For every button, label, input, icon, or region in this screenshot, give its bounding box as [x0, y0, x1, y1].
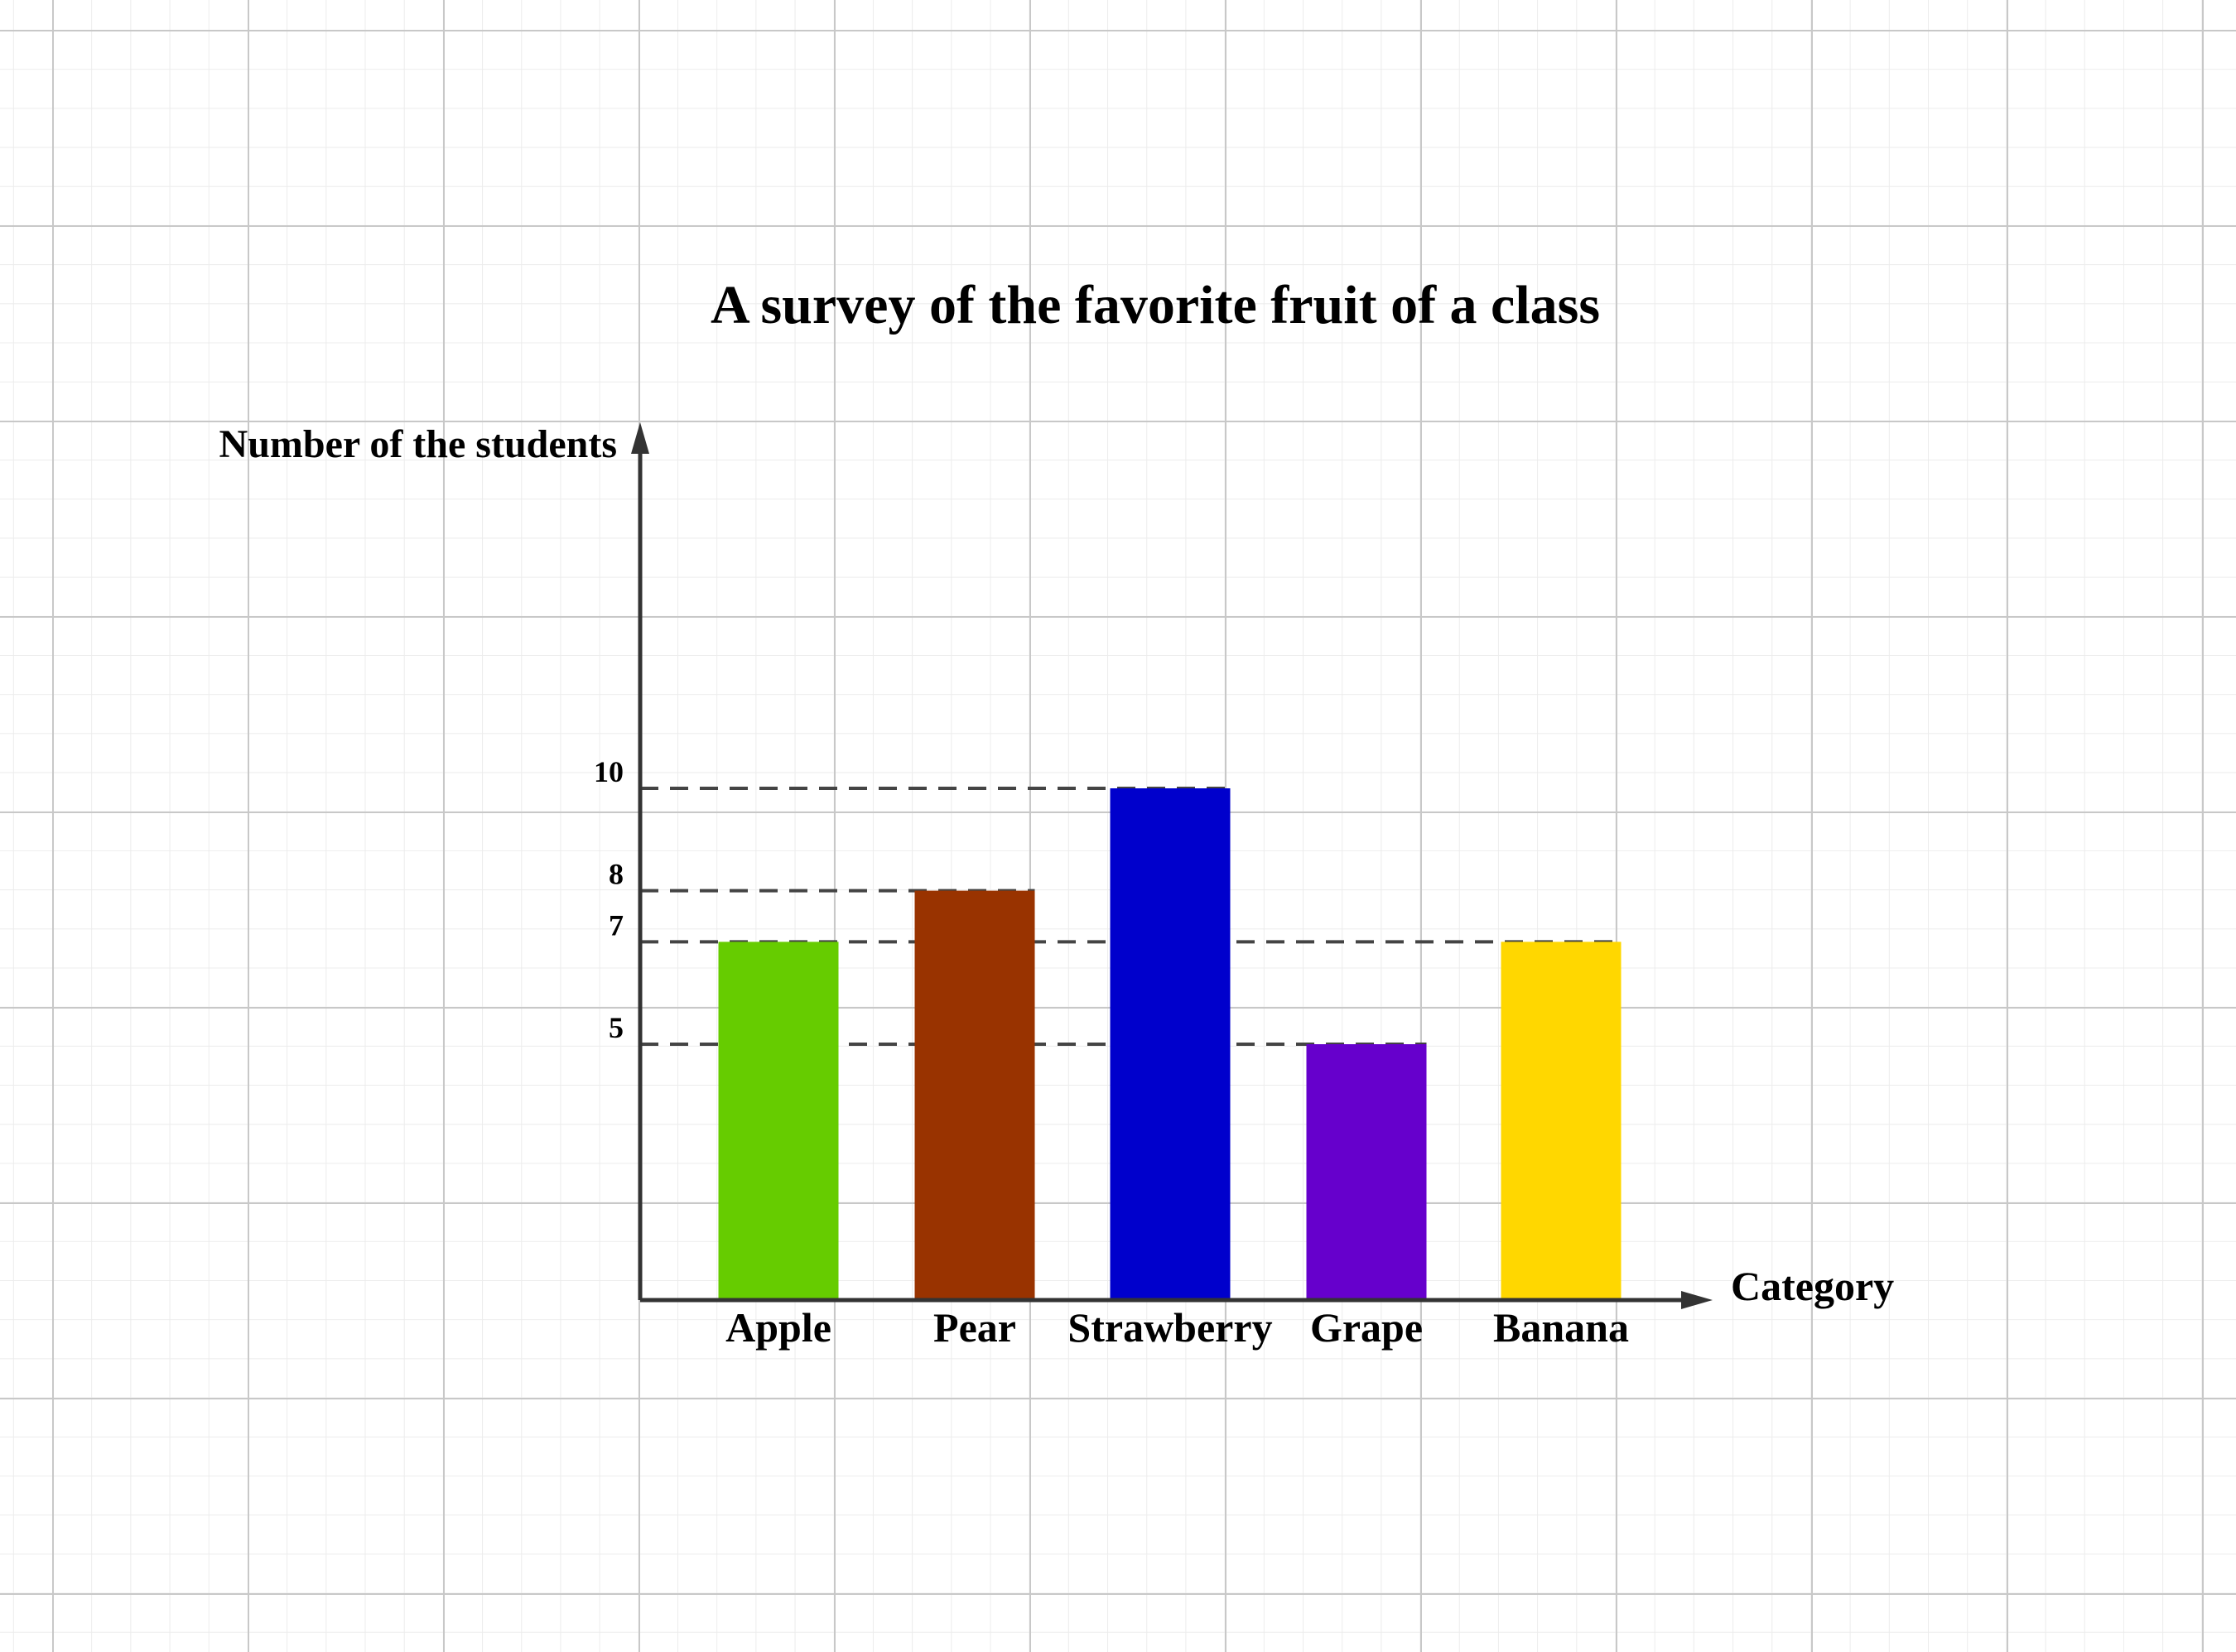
x-tick-labels: Apple Pear Strawberry Grape Banana — [725, 1304, 1629, 1351]
bar-strawberry — [1110, 788, 1231, 1300]
x-axis-arrow — [1681, 1291, 1713, 1309]
x-tick-banana: Banana — [1493, 1304, 1629, 1351]
x-tick-pear: Pear — [933, 1304, 1016, 1351]
axes — [631, 422, 1713, 1309]
y-tick-10: 10 — [594, 755, 624, 788]
y-axis-label: Number of the students — [219, 422, 617, 466]
bar-banana — [1501, 942, 1622, 1300]
bars — [718, 788, 1622, 1300]
bar-apple — [718, 942, 839, 1300]
y-axis-arrow — [631, 422, 649, 454]
x-tick-apple: Apple — [725, 1304, 831, 1351]
bar-pear — [914, 890, 1035, 1300]
chart-title: A survey of the favorite fruit of a clas… — [711, 275, 1600, 335]
x-axis-label: Category — [1731, 1263, 1894, 1309]
y-tick-labels: 5 7 8 10 — [594, 755, 624, 1044]
y-tick-5: 5 — [609, 1011, 624, 1044]
y-tick-7: 7 — [609, 908, 624, 942]
x-tick-grape: Grape — [1310, 1304, 1423, 1351]
y-tick-8: 8 — [609, 858, 624, 891]
x-tick-strawberry: Strawberry — [1067, 1304, 1272, 1351]
bar-grape — [1306, 1044, 1427, 1300]
